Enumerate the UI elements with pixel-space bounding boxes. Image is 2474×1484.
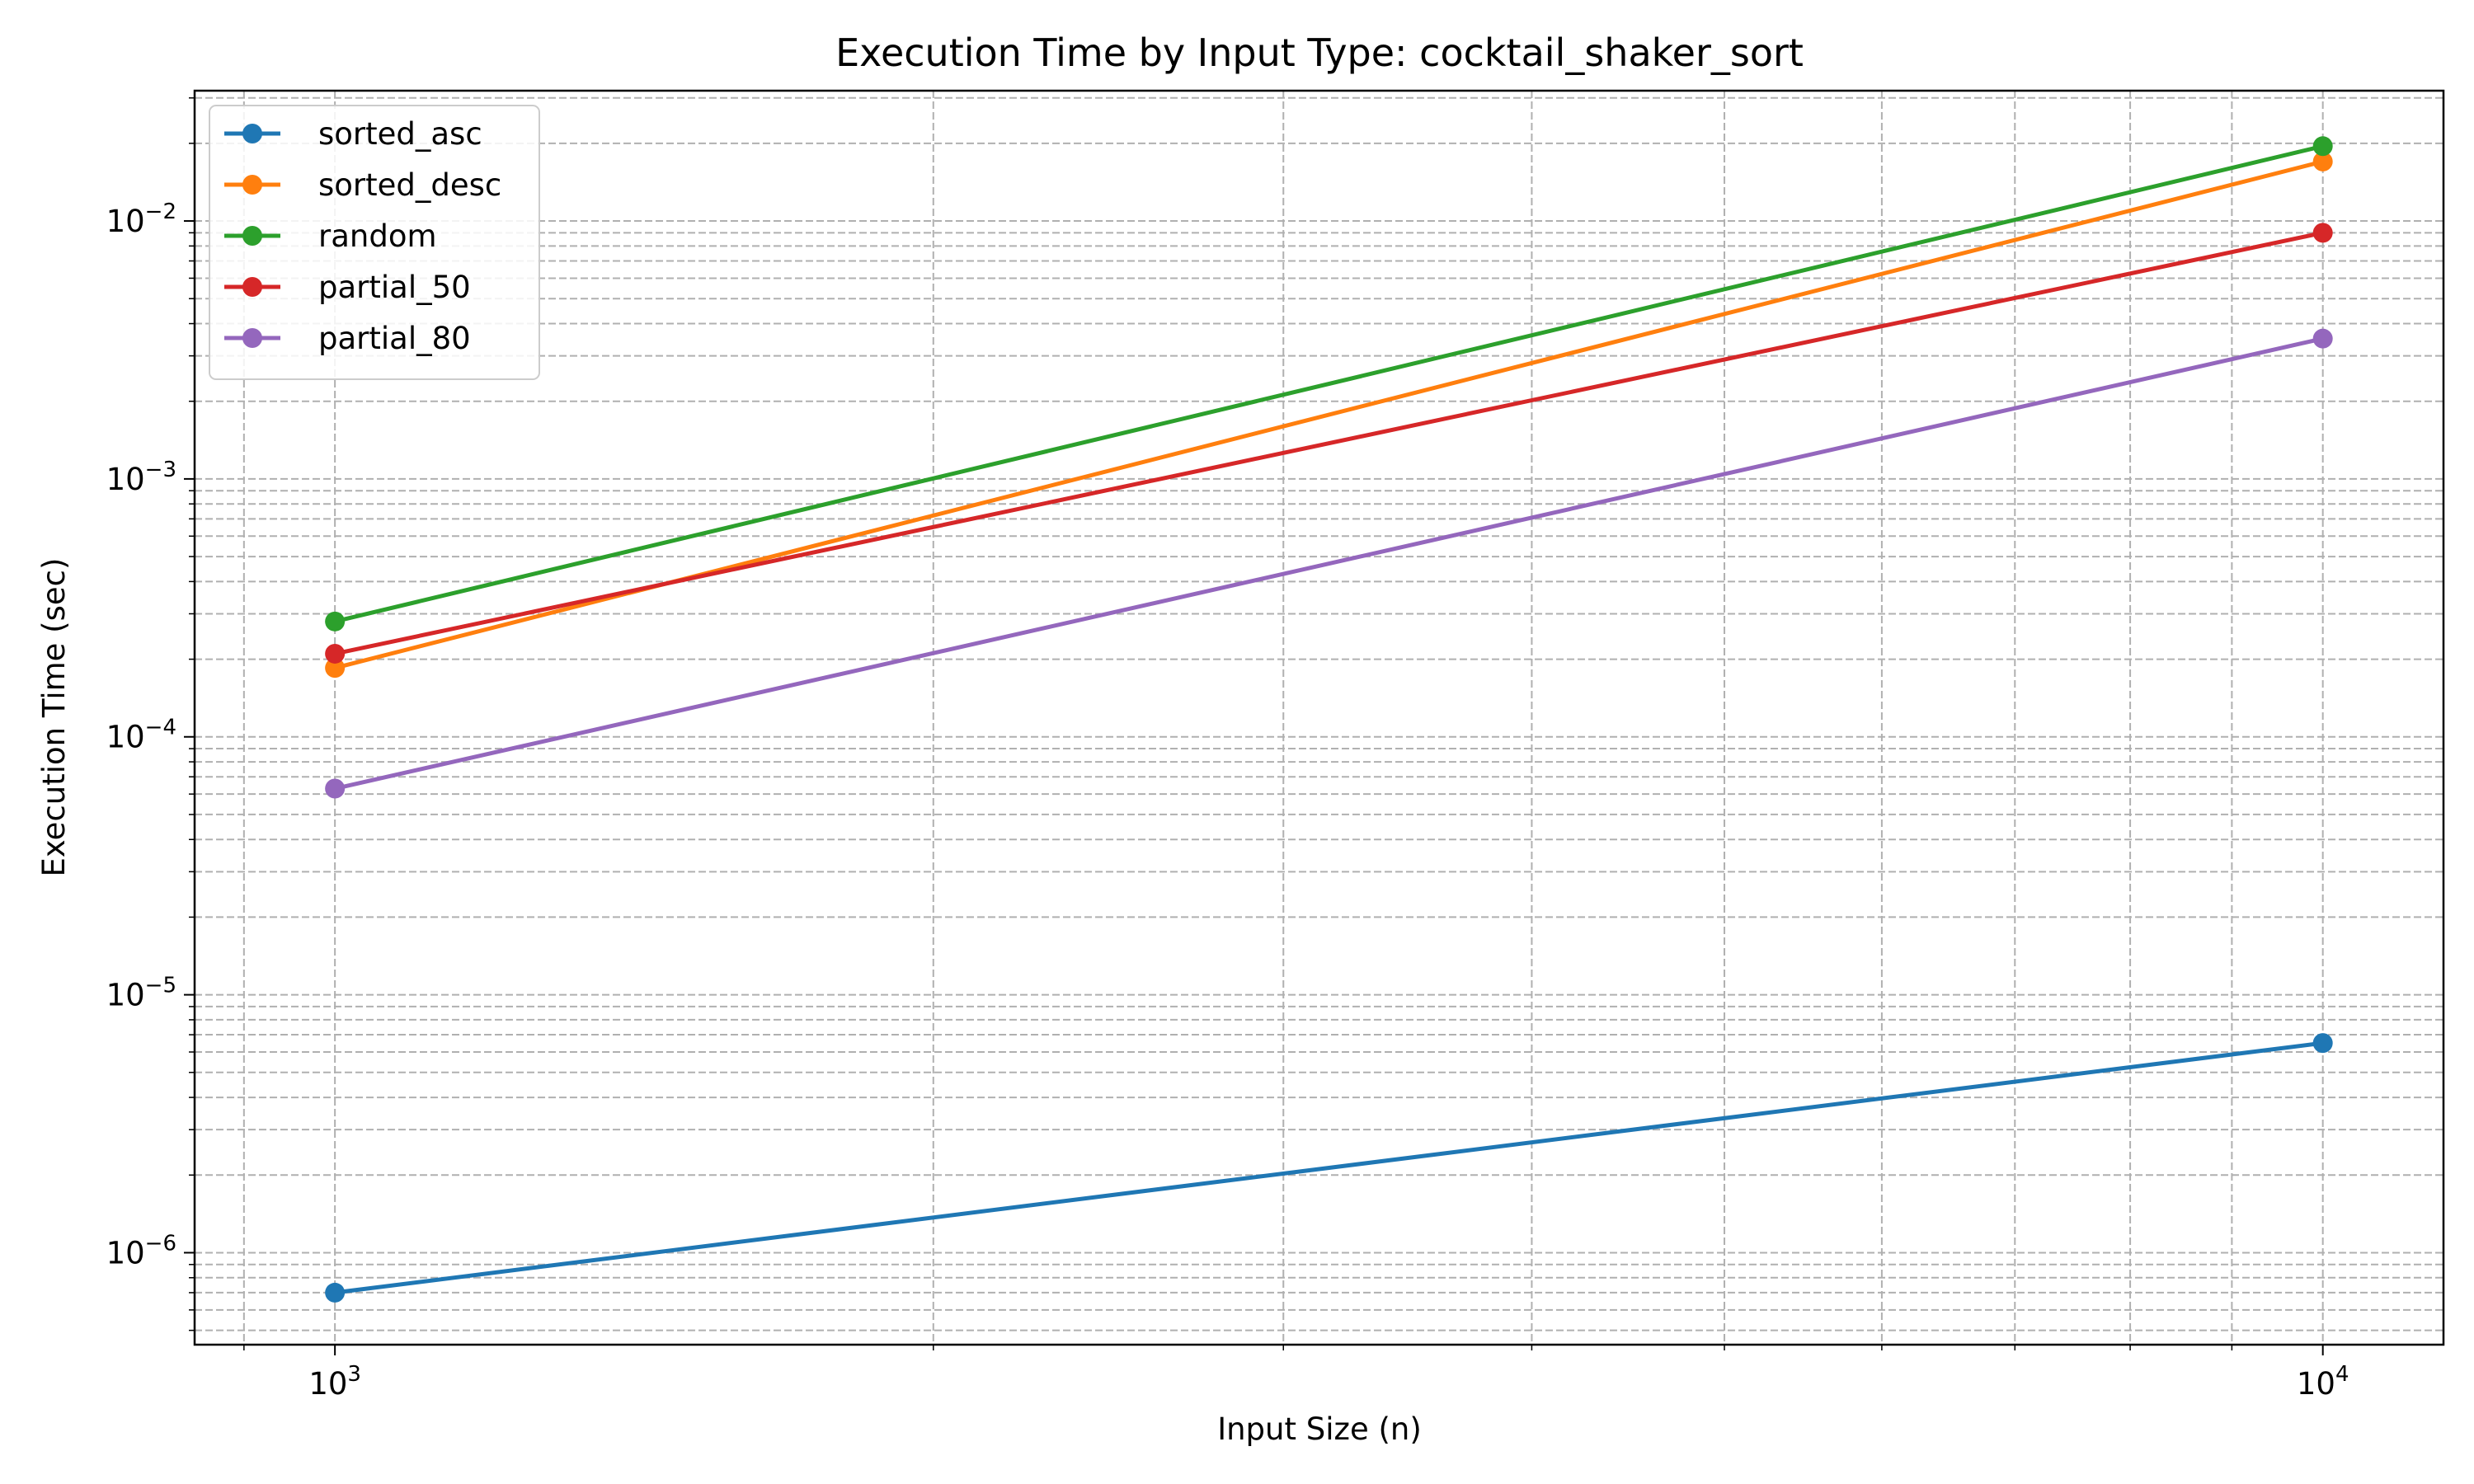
series-line-sorted_asc (334, 1040, 2323, 1295)
data-point-random (325, 611, 346, 632)
legend-swatch-marker (242, 226, 262, 246)
y-tick-label: 10−5 (106, 974, 176, 1013)
legend-entry-label: partial_50 (318, 270, 471, 305)
y-axis-label: Execution Time (sec) (36, 558, 72, 877)
y-tick-label: 10−6 (106, 1231, 176, 1270)
data-point-sorted_desc (325, 658, 346, 679)
series-line-partial_50 (334, 230, 2324, 656)
data-point-sorted_desc (2312, 151, 2333, 171)
series-line-partial_80 (334, 336, 2324, 791)
legend-swatch-marker (242, 328, 262, 348)
y-tick-label: 10−3 (106, 458, 176, 497)
legend-swatch-marker (242, 277, 262, 297)
data-point-partial_80 (2312, 328, 2333, 349)
data-point-sorted_asc (325, 1282, 346, 1303)
legend-swatch-marker (242, 175, 262, 195)
legend-box (209, 105, 540, 380)
data-point-partial_80 (325, 778, 346, 799)
axis-ticks: 103 104 10−6 10−5 10−4 10−3 10−2 (106, 97, 2349, 1402)
legend-entry-label: sorted_asc (318, 116, 482, 152)
series-lines (325, 136, 2333, 1303)
series-line-random (334, 143, 2324, 624)
legend-entry-label: random (318, 218, 437, 254)
legend-swatch-marker (242, 124, 262, 143)
x-axis-label: Input Size (n) (1217, 1411, 1422, 1447)
data-point-partial_50 (325, 643, 346, 664)
data-point-random (2312, 136, 2333, 157)
x-tick-label: 104 (2297, 1362, 2349, 1402)
data-point-sorted_asc (2312, 1033, 2333, 1054)
x-tick-label: 103 (308, 1362, 361, 1402)
legend-entry-label: sorted_desc (318, 167, 501, 203)
chart-title: Execution Time by Input Type: cocktail_s… (835, 31, 1804, 75)
data-point-partial_50 (2312, 223, 2333, 243)
y-tick-label: 10−2 (106, 200, 176, 239)
y-tick-label: 10−4 (106, 716, 176, 755)
plot-frame (193, 89, 2445, 1346)
legend-entry-label: partial_80 (318, 321, 471, 356)
